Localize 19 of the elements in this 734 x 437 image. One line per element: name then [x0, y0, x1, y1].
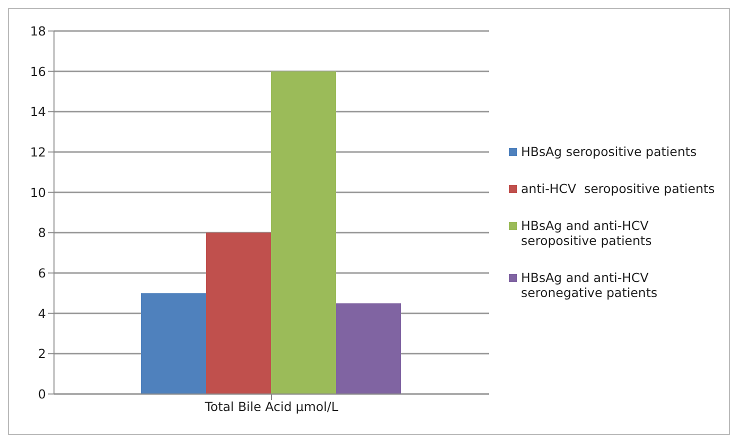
y-tick-label: 4 [38, 306, 46, 321]
bar [271, 71, 336, 394]
bar [206, 232, 271, 394]
y-tick-label: 0 [38, 386, 46, 402]
y-tick-label: 8 [38, 225, 46, 240]
y-tick-label: 18 [30, 23, 46, 38]
legend-label: HBsAg and anti-HCV seronegative patients [521, 270, 658, 300]
x-tick-label: Total Bile Acid µmol/L [204, 398, 338, 414]
y-tick-label: 16 [30, 64, 46, 79]
legend-label: HBsAg and anti-HCV seropositive patients [521, 218, 653, 248]
y-tick-label: 2 [38, 346, 46, 362]
legend-label: anti-HCV seropositive patients [521, 180, 715, 196]
y-tick-label: 12 [30, 144, 46, 160]
y-tick-label: 10 [30, 184, 46, 200]
y-tick-label: 14 [30, 104, 46, 120]
bar [141, 293, 206, 394]
legend-label: HBsAg seropositive patients [521, 144, 697, 158]
bar [336, 303, 401, 394]
y-tick-label: 6 [38, 265, 46, 280]
